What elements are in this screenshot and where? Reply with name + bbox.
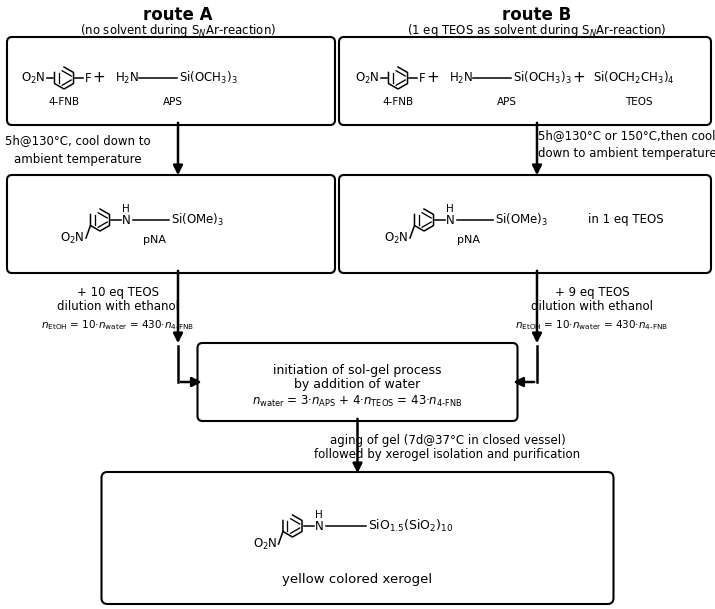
Text: pNA: pNA (458, 235, 480, 245)
Text: 5h@130°C, cool down to
ambient temperature: 5h@130°C, cool down to ambient temperatu… (5, 135, 151, 166)
Text: +: + (93, 71, 105, 85)
Text: $\rm Si(OMe)_3$: $\rm Si(OMe)_3$ (171, 212, 225, 228)
Text: by addition of water: by addition of water (295, 378, 420, 391)
Text: yellow colored xerogel: yellow colored xerogel (282, 574, 433, 586)
Text: dilution with ethanol: dilution with ethanol (531, 300, 653, 313)
FancyBboxPatch shape (339, 175, 711, 273)
Text: followed by xerogel isolation and purification: followed by xerogel isolation and purifi… (315, 448, 581, 461)
Text: $\rm H_2N$: $\rm H_2N$ (115, 71, 139, 85)
Text: aging of gel (7d@37°C in closed vessel): aging of gel (7d@37°C in closed vessel) (330, 434, 566, 447)
Text: $\rm SiO_{1.5}(SiO_2)_{10}$: $\rm SiO_{1.5}(SiO_2)_{10}$ (368, 518, 453, 534)
Text: $\rm O_2N$: $\rm O_2N$ (253, 537, 277, 552)
Text: route A: route A (143, 6, 213, 24)
Text: (no solvent during S$_N$Ar-reaction): (no solvent during S$_N$Ar-reaction) (80, 22, 276, 39)
Text: $n_{\rm EtOH}$ = 10·$n_{\rm water}$ = 430·$n_{\rm 4\text{-}FNB}$: $n_{\rm EtOH}$ = 10·$n_{\rm water}$ = 43… (516, 318, 669, 332)
Text: (1 eq TEOS as solvent during S$_N$Ar-reaction): (1 eq TEOS as solvent during S$_N$Ar-rea… (408, 22, 667, 39)
Text: 4-FNB: 4-FNB (383, 97, 413, 107)
Text: initiation of sol-gel process: initiation of sol-gel process (273, 364, 442, 377)
Text: +: + (573, 71, 586, 85)
Text: 5h@130°C or 150°C,then cool
down to ambient temperature: 5h@130°C or 150°C,then cool down to ambi… (538, 130, 715, 161)
Text: $\rm H_2N$: $\rm H_2N$ (449, 71, 473, 85)
Text: $\rm O_2N$: $\rm O_2N$ (21, 71, 46, 85)
FancyBboxPatch shape (102, 472, 613, 604)
FancyBboxPatch shape (339, 37, 711, 125)
Text: in 1 eq TEOS: in 1 eq TEOS (588, 214, 664, 227)
Text: $\rm O_2N$: $\rm O_2N$ (61, 230, 85, 245)
Text: $n_{\rm EtOH}$ = 10·$n_{\rm water}$ = 430·$n_{\rm 4\text{-}FNB}$: $n_{\rm EtOH}$ = 10·$n_{\rm water}$ = 43… (41, 318, 194, 332)
Text: $\rm Si(OCH_2CH_3)_4$: $\rm Si(OCH_2CH_3)_4$ (593, 70, 674, 86)
Text: TEOS: TEOS (625, 97, 653, 107)
Text: $\rm O_2N$: $\rm O_2N$ (385, 230, 409, 245)
Text: $\rm Si(OMe)_3$: $\rm Si(OMe)_3$ (495, 212, 548, 228)
Text: H: H (122, 204, 129, 214)
Text: +: + (427, 71, 440, 85)
Text: N: N (122, 214, 131, 227)
FancyBboxPatch shape (7, 37, 335, 125)
Text: N: N (315, 519, 323, 532)
Text: H: H (446, 204, 454, 214)
Text: $\rm Si(OCH_3)_3$: $\rm Si(OCH_3)_3$ (179, 70, 237, 86)
Text: F: F (85, 71, 92, 85)
Text: route B: route B (503, 6, 571, 24)
Text: dilution with ethanol: dilution with ethanol (57, 300, 179, 313)
Text: N: N (446, 214, 455, 227)
Text: F: F (419, 71, 425, 85)
Text: $n_{\rm water}$ = 3·$n_{\rm APS}$ + 4·$n_{\rm TEOS}$ = 43·$n_{\rm 4\text{-}FNB}$: $n_{\rm water}$ = 3·$n_{\rm APS}$ + 4·$n… (252, 394, 463, 409)
Text: APS: APS (497, 97, 517, 107)
Text: H: H (315, 510, 322, 520)
Text: APS: APS (163, 97, 183, 107)
Text: + 9 eq TEOS: + 9 eq TEOS (555, 286, 629, 299)
Text: + 10 eq TEOS: + 10 eq TEOS (77, 286, 159, 299)
Text: 4-FNB: 4-FNB (49, 97, 79, 107)
Text: $\rm Si(OCH_3)_3$: $\rm Si(OCH_3)_3$ (513, 70, 571, 86)
FancyBboxPatch shape (197, 343, 518, 421)
Text: pNA: pNA (144, 235, 167, 245)
Text: $\rm O_2N$: $\rm O_2N$ (355, 71, 380, 85)
FancyBboxPatch shape (7, 175, 335, 273)
